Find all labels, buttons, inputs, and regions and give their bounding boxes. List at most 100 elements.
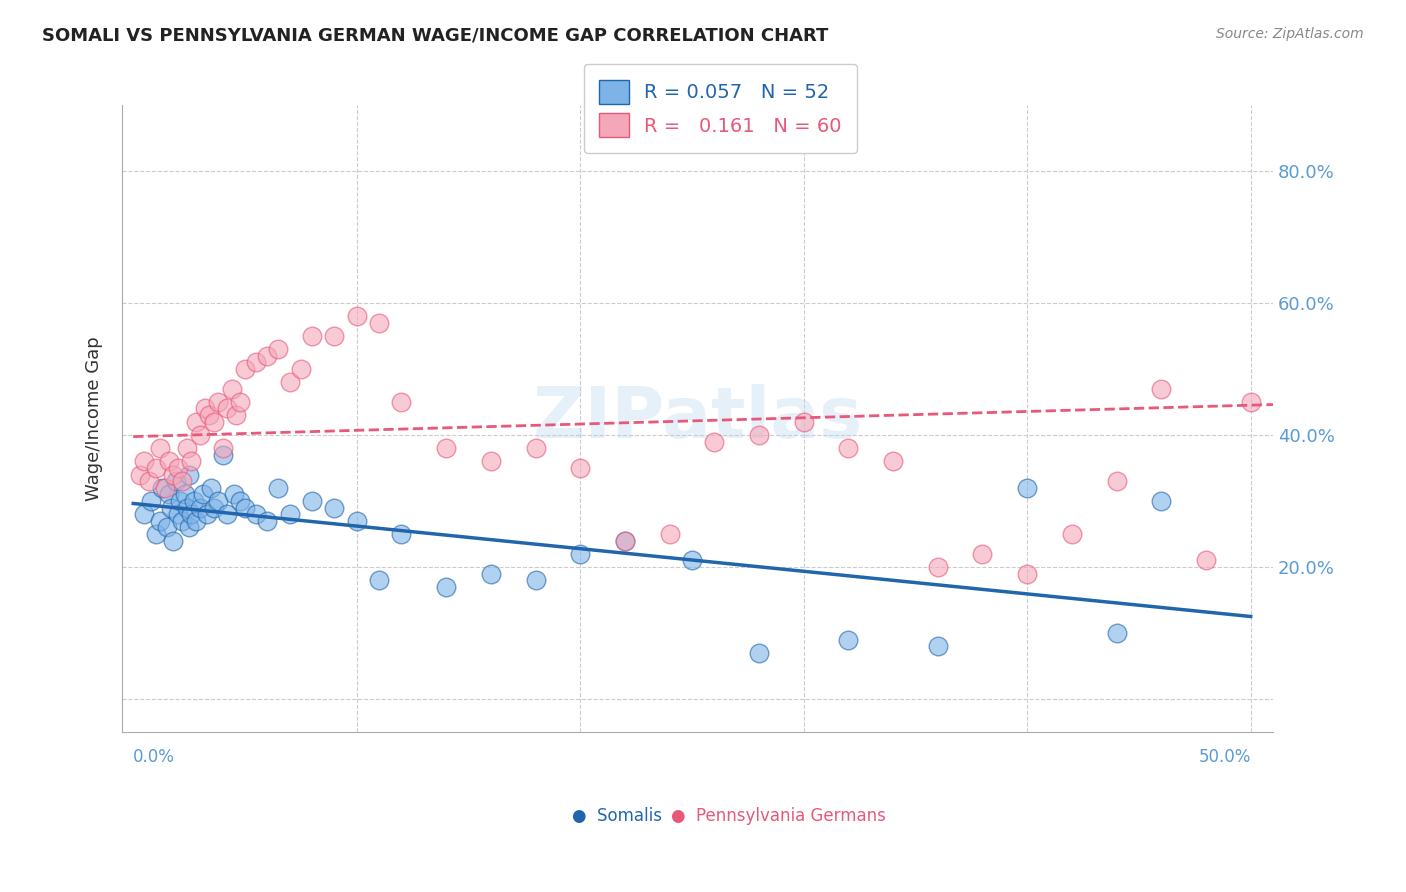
Point (245, 355, 267, 369)
Point (927, 560, 949, 574)
Point (278, 507, 301, 521)
Text: 0.0%: 0.0% (134, 748, 176, 766)
Text: Source: ZipAtlas.com: Source: ZipAtlas.com (1216, 27, 1364, 41)
Point (703, 434, 725, 449)
Point (233, 362, 256, 376)
Point (165, 474, 187, 488)
Point (267, 342, 290, 356)
Point (434, 441, 457, 455)
Point (233, 500, 256, 515)
Point (681, 553, 703, 567)
Point (389, 527, 412, 541)
Point (134, 454, 156, 468)
Point (207, 494, 229, 508)
Point (389, 395, 412, 409)
Point (211, 448, 233, 462)
Point (184, 415, 207, 429)
Point (882, 454, 904, 468)
Point (202, 415, 225, 429)
Point (139, 494, 162, 508)
Point (368, 573, 391, 587)
Point (793, 415, 815, 429)
Point (149, 514, 172, 528)
Point (927, 639, 949, 653)
Point (222, 487, 245, 501)
Point (157, 454, 180, 468)
Point (1060, 527, 1083, 541)
Point (1329, 283, 1351, 297)
Point (145, 461, 167, 475)
Point (129, 467, 152, 482)
Point (160, 500, 183, 515)
Point (167, 507, 190, 521)
Point (256, 514, 278, 528)
Point (658, 527, 681, 541)
Point (198, 408, 221, 422)
Point (972, 547, 994, 561)
Point (169, 494, 191, 508)
Point (301, 329, 323, 343)
Point (217, 507, 239, 521)
Point (176, 500, 198, 515)
Point (180, 507, 202, 521)
Text: ●  Pennsylvania Germans: ● Pennsylvania Germans (671, 807, 886, 825)
Point (323, 500, 346, 515)
Point (157, 487, 180, 501)
Point (229, 395, 252, 409)
Point (569, 461, 592, 475)
Point (1105, 474, 1128, 488)
Point (301, 494, 323, 508)
Point (837, 441, 859, 455)
Point (837, 632, 859, 647)
Point (191, 487, 214, 501)
Point (1017, 481, 1039, 495)
Point (149, 441, 172, 455)
Point (278, 375, 301, 389)
Point (1150, 494, 1173, 508)
Text: ZIPatlas: ZIPatlas (533, 384, 863, 453)
Point (290, 362, 312, 376)
Point (207, 395, 229, 409)
Point (368, 316, 391, 330)
Point (188, 428, 211, 442)
Point (346, 514, 368, 528)
Point (134, 507, 156, 521)
Point (183, 494, 205, 508)
Point (172, 474, 194, 488)
Point (195, 507, 218, 521)
Point (145, 527, 167, 541)
Point (176, 441, 198, 455)
Point (1240, 395, 1263, 409)
Point (194, 401, 217, 416)
Point (229, 494, 252, 508)
Point (613, 533, 636, 548)
Point (524, 573, 547, 587)
Point (162, 467, 184, 482)
Point (479, 454, 502, 468)
Point (613, 533, 636, 548)
Point (217, 401, 239, 416)
Point (267, 481, 290, 495)
Point (245, 507, 267, 521)
Point (346, 309, 368, 323)
Text: SOMALI VS PENNSYLVANIA GERMAN WAGE/INCOME GAP CORRELATION CHART: SOMALI VS PENNSYLVANIA GERMAN WAGE/INCOM… (42, 27, 828, 45)
Point (569, 547, 592, 561)
Point (221, 382, 243, 396)
Point (256, 349, 278, 363)
Point (1284, 573, 1306, 587)
Point (323, 329, 346, 343)
Point (172, 514, 194, 528)
Text: ●  Somalis: ● Somalis (572, 807, 662, 825)
Point (434, 580, 457, 594)
Point (180, 454, 202, 468)
Point (156, 520, 179, 534)
Point (202, 500, 225, 515)
Point (748, 646, 770, 660)
Point (177, 520, 200, 534)
Point (479, 566, 502, 581)
Point (524, 441, 547, 455)
Y-axis label: Wage/Income Gap: Wage/Income Gap (86, 336, 103, 500)
Point (1374, 276, 1396, 290)
Point (150, 481, 173, 495)
Point (184, 514, 207, 528)
